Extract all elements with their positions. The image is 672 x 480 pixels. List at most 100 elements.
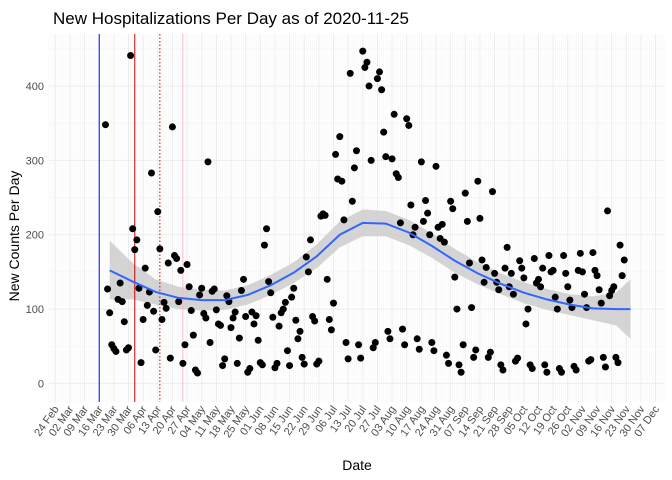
data-point <box>581 290 589 298</box>
data-point <box>514 354 522 362</box>
y-tick-label: 100 <box>26 304 44 316</box>
data-point <box>488 188 496 196</box>
smooth-line <box>109 221 631 311</box>
data-point <box>292 316 300 324</box>
smooth-trend-line <box>109 221 631 311</box>
data-point <box>566 296 574 304</box>
data-point <box>177 266 185 274</box>
data-point <box>179 359 187 367</box>
data-points <box>101 47 628 377</box>
data-point <box>229 314 237 322</box>
data-point <box>118 298 126 306</box>
data-point <box>587 356 595 364</box>
data-point <box>520 274 528 282</box>
data-point <box>388 155 396 163</box>
data-point <box>453 305 461 313</box>
data-point <box>183 260 191 268</box>
data-point <box>187 307 195 315</box>
data-point <box>620 256 628 264</box>
data-point <box>141 264 149 272</box>
data-point <box>595 286 603 294</box>
data-point <box>139 315 147 323</box>
data-point <box>196 291 204 299</box>
data-point <box>104 285 112 293</box>
data-point <box>401 341 409 349</box>
data-point <box>516 257 524 265</box>
data-point <box>166 354 174 362</box>
data-point <box>558 368 565 376</box>
data-point <box>246 365 254 373</box>
data-point <box>530 255 538 263</box>
data-point <box>445 359 453 367</box>
data-point <box>154 208 162 216</box>
data-point <box>281 298 289 306</box>
data-point <box>148 169 155 177</box>
data-point <box>173 255 181 263</box>
data-point <box>258 361 266 369</box>
data-point <box>137 359 145 367</box>
data-point <box>407 201 415 209</box>
data-point <box>419 217 427 225</box>
data-point <box>468 304 476 312</box>
data-point <box>367 156 375 164</box>
data-point <box>260 241 268 249</box>
data-point <box>273 359 281 367</box>
data-point <box>325 315 333 323</box>
data-point <box>365 82 373 90</box>
data-point <box>396 219 404 227</box>
data-point <box>589 249 597 257</box>
y-tick-label: 300 <box>26 155 44 167</box>
data-point <box>405 121 413 129</box>
data-point <box>593 272 601 280</box>
data-point <box>376 68 384 76</box>
data-point <box>432 162 440 170</box>
data-point <box>413 335 421 343</box>
data-point <box>235 334 243 342</box>
data-point <box>618 272 626 280</box>
data-point <box>346 69 354 77</box>
data-point <box>442 351 450 359</box>
data-point <box>399 325 407 333</box>
data-point <box>233 359 241 367</box>
data-point <box>348 197 356 205</box>
data-point <box>424 209 432 217</box>
data-point <box>518 264 526 272</box>
data-point <box>175 298 183 306</box>
data-point <box>265 278 273 286</box>
data-point <box>189 331 197 339</box>
data-point <box>294 335 302 343</box>
data-point <box>135 284 143 292</box>
data-point <box>302 253 310 261</box>
data-point <box>463 217 471 225</box>
data-point <box>315 357 323 365</box>
data-point <box>164 259 172 267</box>
data-point <box>411 223 419 231</box>
data-point <box>252 312 260 320</box>
data-point <box>160 298 168 306</box>
data-point <box>129 225 137 233</box>
data-point <box>237 286 245 294</box>
data-point <box>242 313 250 321</box>
data-point <box>210 285 218 293</box>
data-point <box>112 347 120 355</box>
data-point <box>311 317 319 325</box>
data-point <box>133 236 141 244</box>
data-point <box>296 327 304 335</box>
data-point <box>455 361 463 369</box>
data-point <box>298 353 306 361</box>
data-point <box>355 341 363 349</box>
data-point <box>491 269 499 277</box>
data-point <box>562 269 570 277</box>
y-axis-ticks: 0 100 200 300 400 <box>26 81 44 390</box>
data-point <box>486 348 494 356</box>
data-point <box>522 320 530 328</box>
data-point <box>227 324 235 332</box>
data-point <box>231 308 239 316</box>
data-point <box>415 345 423 353</box>
data-point <box>304 268 312 276</box>
y-axis-title: New Counts Per Day <box>6 171 22 302</box>
data-point <box>300 360 308 368</box>
data-point <box>426 231 434 239</box>
